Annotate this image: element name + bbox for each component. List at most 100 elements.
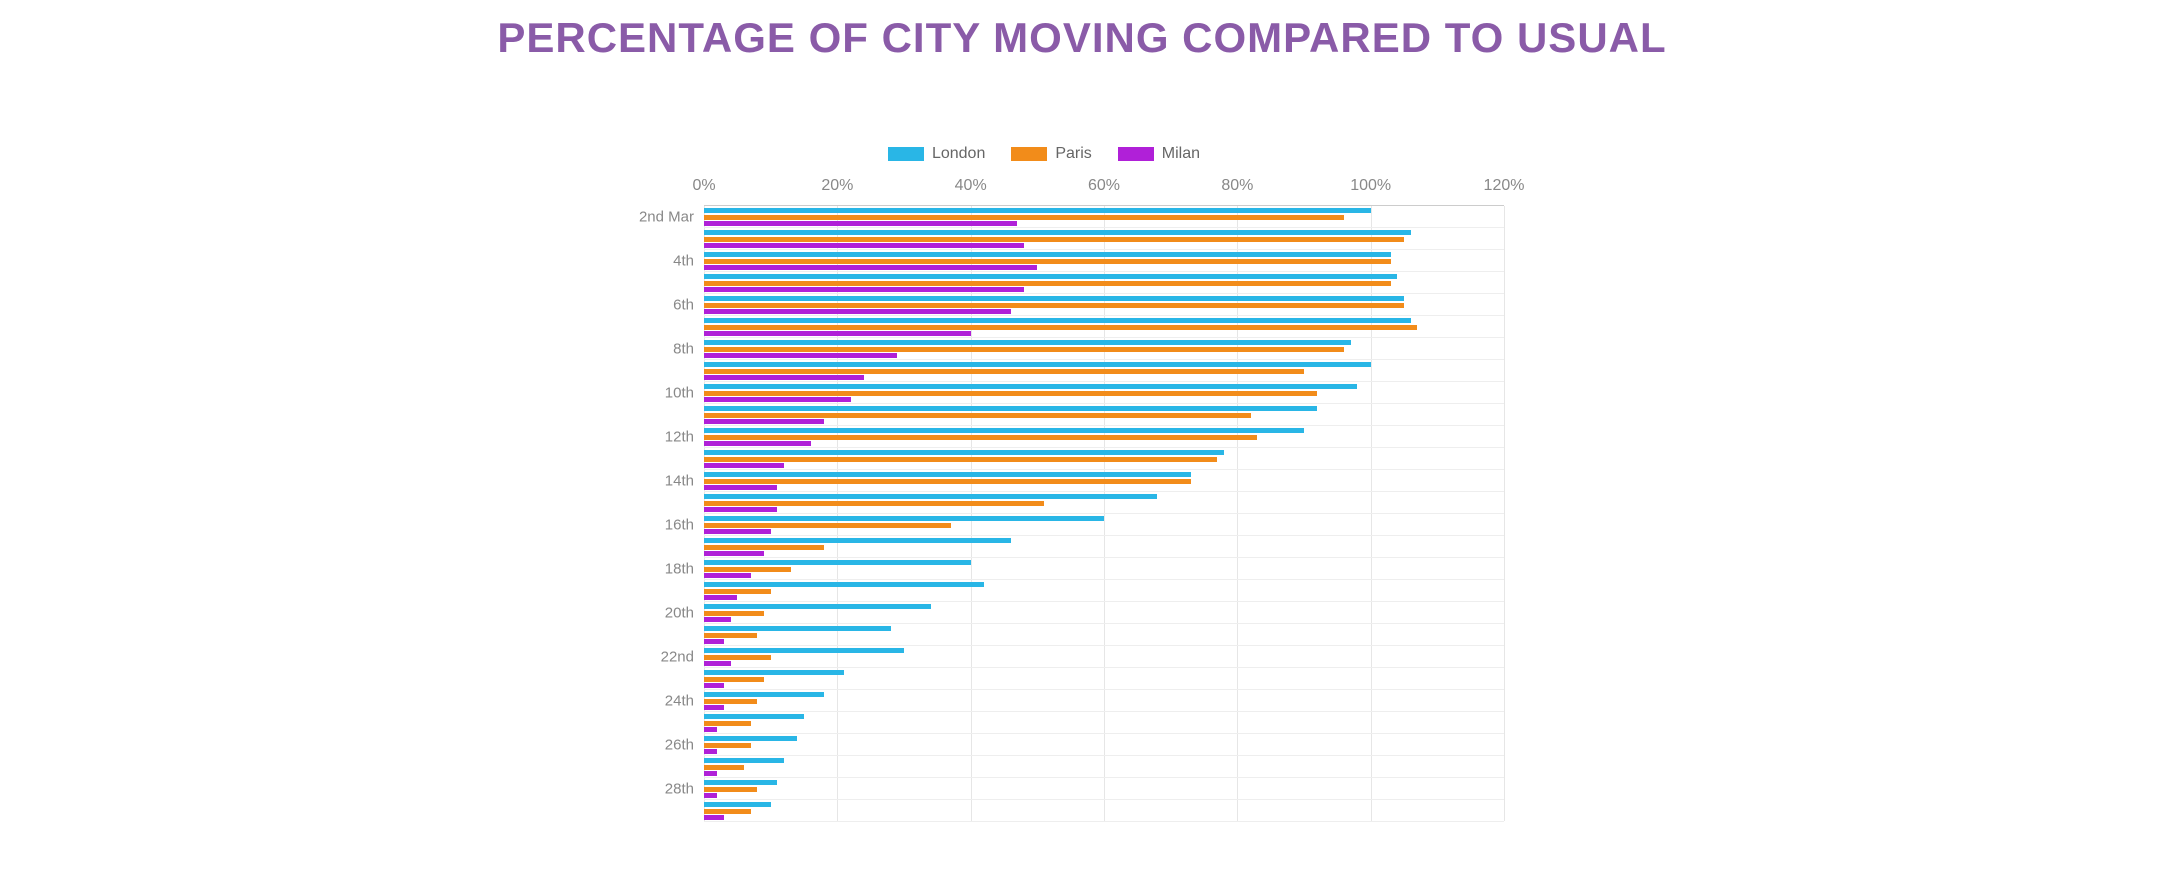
page-title: PERCENTAGE OF CITY MOVING COMPARED TO US… bbox=[0, 14, 2164, 62]
bar-paris bbox=[704, 325, 1417, 330]
bar-group bbox=[704, 272, 1504, 294]
bar-paris bbox=[704, 435, 1257, 440]
bar-milan bbox=[704, 705, 724, 710]
bar-group: 16th bbox=[704, 514, 1504, 536]
bar-group bbox=[704, 360, 1504, 382]
x-tick-label: 120% bbox=[1484, 177, 1525, 195]
bar-milan bbox=[704, 573, 751, 578]
bar-london bbox=[704, 516, 1104, 521]
bar-london bbox=[704, 362, 1371, 367]
bar-group: 2nd Mar bbox=[704, 206, 1504, 228]
bar-paris bbox=[704, 347, 1344, 352]
legend-item: Paris bbox=[1011, 145, 1091, 163]
bar-milan bbox=[704, 441, 811, 446]
bar-london bbox=[704, 560, 971, 565]
legend-swatch bbox=[888, 147, 924, 161]
bar-paris bbox=[704, 391, 1317, 396]
bar-london bbox=[704, 780, 777, 785]
bar-london bbox=[704, 670, 844, 675]
x-axis: 0%20%40%60%80%100%120% bbox=[704, 177, 1504, 205]
bar-group: 20th bbox=[704, 602, 1504, 624]
bar-milan bbox=[704, 815, 724, 820]
bar-milan bbox=[704, 617, 731, 622]
bar-paris bbox=[704, 809, 751, 814]
bar-london bbox=[704, 274, 1397, 279]
y-tick-label: 6th bbox=[673, 296, 704, 313]
bar-london bbox=[704, 648, 904, 653]
bar-paris bbox=[704, 303, 1404, 308]
bar-milan bbox=[704, 793, 717, 798]
bar-group: 26th bbox=[704, 734, 1504, 756]
bar-paris bbox=[704, 281, 1391, 286]
bar-london bbox=[704, 252, 1391, 257]
bar-paris bbox=[704, 655, 771, 660]
bar-milan bbox=[704, 551, 764, 556]
bar-london bbox=[704, 450, 1224, 455]
legend-swatch bbox=[1011, 147, 1047, 161]
bar-paris bbox=[704, 501, 1044, 506]
bar-paris bbox=[704, 215, 1344, 220]
bar-paris bbox=[704, 787, 757, 792]
bar-group bbox=[704, 316, 1504, 338]
bar-london bbox=[704, 318, 1411, 323]
bar-group bbox=[704, 404, 1504, 426]
bar-paris bbox=[704, 413, 1251, 418]
bar-group: 14th bbox=[704, 470, 1504, 492]
bar-milan bbox=[704, 265, 1037, 270]
bar-paris bbox=[704, 633, 757, 638]
y-tick-label: 10th bbox=[665, 384, 704, 401]
bar-group: 28th bbox=[704, 778, 1504, 800]
bar-milan bbox=[704, 419, 824, 424]
bar-paris bbox=[704, 545, 824, 550]
bar-london bbox=[704, 494, 1157, 499]
bar-london bbox=[704, 802, 771, 807]
bar-paris bbox=[704, 457, 1217, 462]
bar-milan bbox=[704, 683, 724, 688]
bar-london bbox=[704, 582, 984, 587]
bar-milan bbox=[704, 397, 851, 402]
bar-milan bbox=[704, 287, 1024, 292]
bar-paris bbox=[704, 567, 791, 572]
bar-milan bbox=[704, 749, 717, 754]
y-tick-label: 28th bbox=[665, 780, 704, 797]
bar-milan bbox=[704, 463, 784, 468]
bar-paris bbox=[704, 611, 764, 616]
y-tick-label: 24th bbox=[665, 692, 704, 709]
bar-london bbox=[704, 538, 1011, 543]
bar-paris bbox=[704, 523, 951, 528]
y-tick-label: 12th bbox=[665, 428, 704, 445]
bar-milan bbox=[704, 375, 864, 380]
bar-milan bbox=[704, 353, 897, 358]
legend-label: Milan bbox=[1162, 145, 1200, 163]
legend-item: Milan bbox=[1118, 145, 1200, 163]
bar-london bbox=[704, 384, 1357, 389]
bar-paris bbox=[704, 479, 1191, 484]
bar-milan bbox=[704, 595, 737, 600]
bar-group bbox=[704, 536, 1504, 558]
plot-area: 2nd Mar4th6th8th10th12th14th16th18th20th… bbox=[704, 205, 1504, 821]
y-tick-label: 18th bbox=[665, 560, 704, 577]
x-tick-label: 20% bbox=[821, 177, 853, 195]
bar-group: 10th bbox=[704, 382, 1504, 404]
bar-paris bbox=[704, 699, 757, 704]
bar-london bbox=[704, 428, 1304, 433]
bar-london bbox=[704, 230, 1411, 235]
bar-milan bbox=[704, 485, 777, 490]
y-tick-label: 16th bbox=[665, 516, 704, 533]
bar-group: 24th bbox=[704, 690, 1504, 712]
y-tick-label: 2nd Mar bbox=[639, 208, 704, 225]
bar-milan bbox=[704, 639, 724, 644]
bar-london bbox=[704, 692, 824, 697]
bar-milan bbox=[704, 243, 1024, 248]
bar-milan bbox=[704, 727, 717, 732]
bar-group: 4th bbox=[704, 250, 1504, 272]
bar-paris bbox=[704, 765, 744, 770]
bar-group bbox=[704, 580, 1504, 602]
x-tick-label: 80% bbox=[1221, 177, 1253, 195]
y-tick-label: 22nd bbox=[661, 648, 704, 665]
x-tick-label: 100% bbox=[1350, 177, 1391, 195]
bar-group: 12th bbox=[704, 426, 1504, 448]
y-tick-label: 4th bbox=[673, 252, 704, 269]
bar-group bbox=[704, 448, 1504, 470]
legend-item: London bbox=[888, 145, 985, 163]
